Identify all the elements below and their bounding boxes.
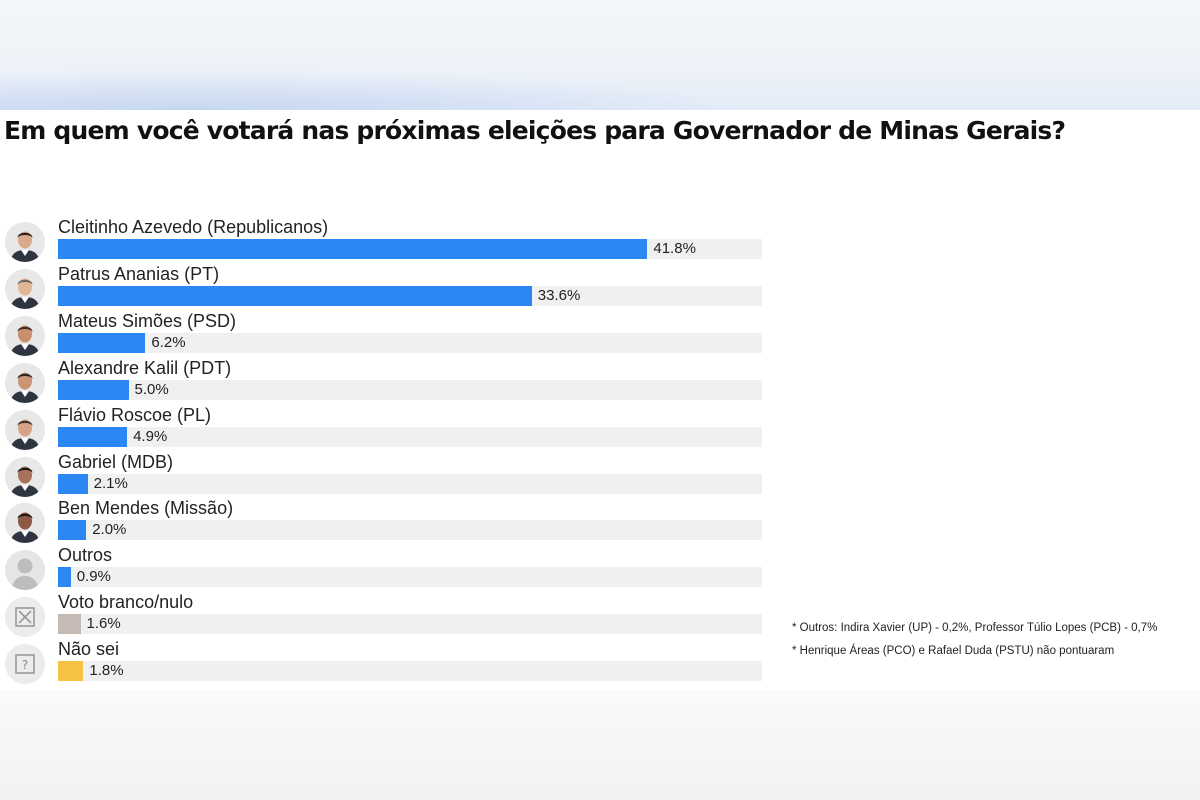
category-label: Outros <box>58 545 113 566</box>
footnote-nao-pontuaram: * Henrique Áreas (PCO) e Rafael Duda (PS… <box>792 645 1115 657</box>
bar <box>58 426 128 447</box>
chart-row: Gabriel (MDB) 2.1% <box>0 451 770 500</box>
svg-text:?: ? <box>22 658 28 672</box>
category-label: Ben Mendes (Missão) <box>58 498 234 519</box>
bar-track <box>58 426 762 447</box>
category-label: Voto branco/nulo <box>58 592 194 613</box>
bar <box>58 567 71 588</box>
chart-row: Patrus Ananias (PT) 33.6% <box>0 263 770 312</box>
chart-row: Voto branco/nulo 1.6% <box>0 592 770 640</box>
bar-track <box>58 567 762 588</box>
candidate-photo-icon <box>5 456 45 497</box>
bar-track <box>58 614 762 635</box>
bar <box>58 661 84 682</box>
chart-row: Outros 0.9% <box>0 545 770 593</box>
question-mark-icon: ? <box>5 644 45 685</box>
chart-row: Alexandre Kalil (PDT) 5.0% <box>0 357 770 406</box>
candidate-photo-icon <box>5 222 45 262</box>
bar-track <box>58 239 762 259</box>
ballot-x-icon <box>5 597 45 638</box>
bar <box>58 520 87 541</box>
chart-title: Em quem você votará nas próximas eleiçõe… <box>4 116 1066 145</box>
bar <box>58 332 146 353</box>
chart-row: Flávio Roscoe (PL) 4.9% <box>0 404 770 453</box>
data-label: 0.9% <box>76 568 111 586</box>
bar-track <box>58 285 762 306</box>
generic-person-icon <box>5 550 45 591</box>
category-label: Gabriel (MDB) <box>58 451 174 472</box>
bar-track <box>58 379 762 400</box>
candidate-photo-icon <box>5 268 45 309</box>
header-background <box>0 0 1200 110</box>
category-label: Cleitinho Azevedo (Republicanos) <box>58 217 329 237</box>
chart-row: ? Não sei 1.8% <box>0 639 770 687</box>
footer-background <box>0 690 1200 800</box>
footnotes: * Outros: Indira Xavier (UP) - 0,2%, Pro… <box>792 622 1157 668</box>
data-label: 4.9% <box>133 427 168 445</box>
bar <box>58 379 129 400</box>
data-label: 5.0% <box>134 380 169 398</box>
footnote-outros: * Outros: Indira Xavier (UP) - 0,2%, Pro… <box>792 622 1158 634</box>
data-label: 2.0% <box>92 521 127 539</box>
candidate-photo-icon <box>5 409 45 450</box>
bar-track <box>58 473 762 494</box>
category-label: Flávio Roscoe (PL) <box>58 404 212 425</box>
bar <box>58 285 532 306</box>
candidate-photo-icon <box>5 503 45 544</box>
data-label: 1.6% <box>86 615 121 633</box>
bar <box>58 473 88 494</box>
data-label: 41.8% <box>653 240 696 257</box>
bar <box>58 614 81 635</box>
data-label: 2.1% <box>93 474 128 492</box>
candidate-photo-icon <box>5 315 45 356</box>
bar <box>58 239 648 259</box>
chart-row: Mateus Simões (PSD) 6.2% <box>0 310 770 359</box>
chart-card <box>0 110 1200 690</box>
category-label: Alexandre Kalil (PDT) <box>58 357 232 378</box>
data-label: 33.6% <box>537 286 581 304</box>
bar-track <box>58 520 762 541</box>
category-label: Não sei <box>58 639 120 660</box>
data-label: 6.2% <box>151 333 186 351</box>
chart-row: Ben Mendes (Missão) 2.0% <box>0 498 770 546</box>
data-label: 1.8% <box>89 662 124 680</box>
chart-row: Cleitinho Azevedo (Republicanos) 41.8% <box>0 217 770 265</box>
candidate-photo-icon <box>5 362 45 403</box>
bar-track <box>58 332 762 353</box>
category-label: Mateus Simões (PSD) <box>58 310 237 331</box>
bar-track <box>58 661 762 682</box>
category-label: Patrus Ananias (PT) <box>58 263 220 284</box>
